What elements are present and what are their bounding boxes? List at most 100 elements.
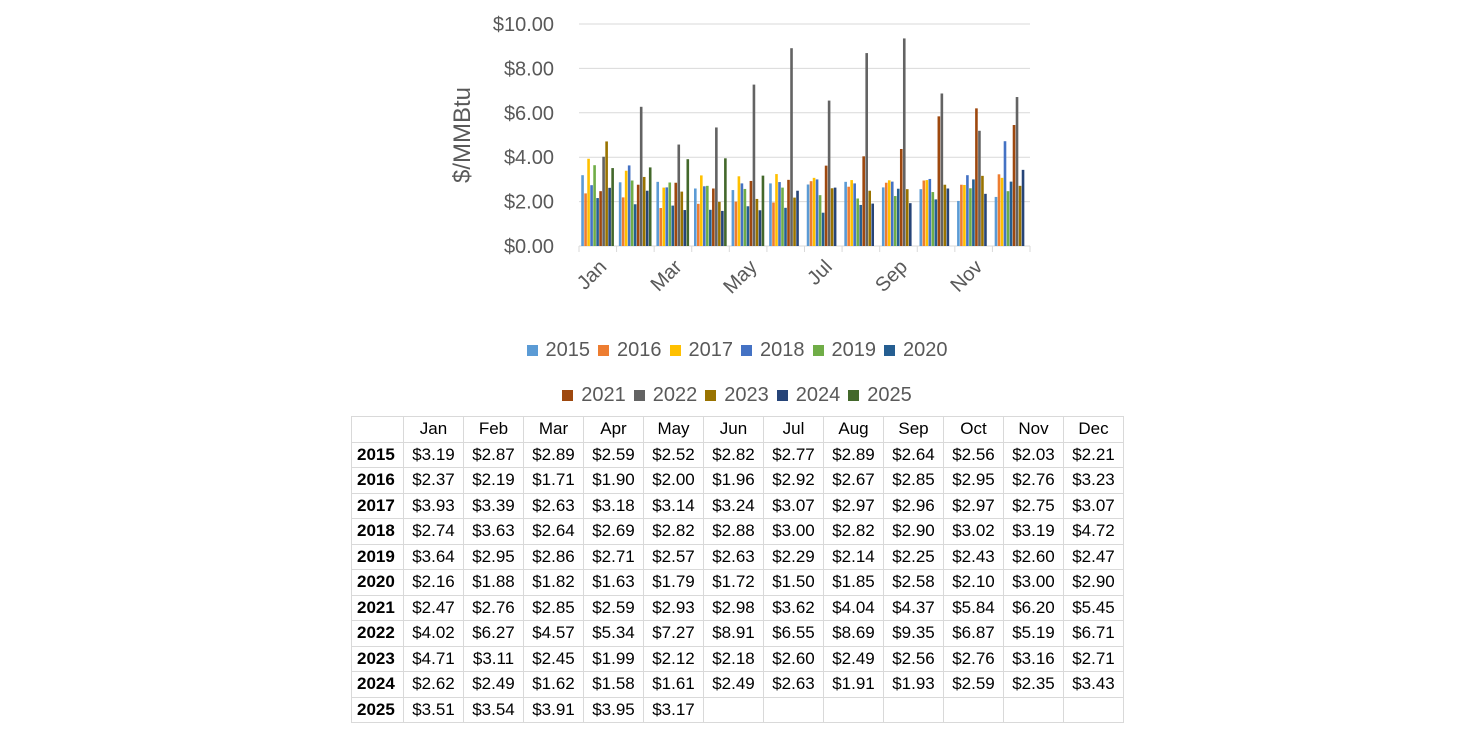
bar-2019-oct: [931, 192, 935, 246]
bar-2016-mar: [659, 208, 663, 246]
bar-2017-jun: [775, 174, 778, 246]
column-header-may: May: [643, 416, 704, 443]
bar-2022-oct: [940, 93, 944, 247]
table-cell: $2.90: [883, 518, 944, 545]
bar-2017-aug: [850, 180, 853, 246]
table-row: 2023 $4.71 $3.11 $2.45 $1.99 $2.12 $2.18 $2.60 $…: [351, 645, 1124, 672]
table-cell: $3.39: [463, 492, 524, 519]
table-cell: $2.82: [823, 518, 884, 545]
legend-label: 2016: [617, 339, 662, 361]
table-cell: $2.85: [523, 594, 584, 621]
legend-item-2024: 2024: [776, 384, 840, 407]
bar-2022-apr: [715, 127, 718, 246]
table-cell: $2.63: [523, 492, 584, 519]
legend-item-2015: 2015: [526, 339, 590, 362]
y-tick-label: $8.00: [504, 58, 554, 80]
bar-2021-mar: [674, 182, 678, 246]
bar-2017-sep: [887, 180, 891, 246]
table-cell: $3.07: [1063, 492, 1124, 519]
legend-swatch: [705, 390, 717, 401]
row-header-2018: 2018: [351, 518, 404, 545]
table-cell: $4.57: [523, 620, 584, 647]
table-cell: $2.45: [523, 645, 584, 672]
bar-2022-nov: [978, 130, 981, 246]
bar-2015-jul: [806, 184, 810, 246]
table-cell: $2.37: [403, 467, 464, 494]
bar-2016-jun: [772, 202, 775, 246]
table-cell: $2.77: [763, 441, 824, 468]
bar-2024-aug: [871, 203, 875, 246]
table-cell: $1.79: [643, 569, 704, 596]
table-cell: $2.62: [403, 671, 464, 698]
table-cell: $2.29: [763, 543, 824, 570]
bar-2023-mar: [680, 191, 684, 246]
bar-2021-feb: [636, 184, 640, 246]
table-cell: [1003, 696, 1064, 723]
legend-label: 2017: [688, 339, 734, 361]
legend-label: 2020: [903, 339, 948, 361]
bar-2023-oct: [943, 184, 947, 246]
table-cell: $3.07: [763, 492, 824, 519]
y-tick-label: $0.00: [504, 236, 554, 258]
table-cell: $2.97: [823, 492, 884, 519]
column-header-mar: Mar: [523, 416, 584, 443]
legend-label: 2025: [867, 384, 912, 406]
legend-label: 2019: [831, 339, 877, 361]
table-cell: $6.55: [763, 620, 824, 647]
legend-swatch: [812, 345, 824, 356]
y-tick-label: $4.00: [504, 147, 554, 169]
table-cell: $2.92: [763, 467, 824, 494]
bar-2025-mar: [686, 159, 690, 246]
bar-2022-mar: [677, 144, 681, 246]
bar-2015-jan: [581, 175, 584, 246]
table-cell: $2.97: [943, 492, 1004, 519]
table-cell: $2.93: [643, 594, 704, 621]
y-axis-label: $/MMBtu: [449, 87, 476, 183]
bar-2017-jul: [812, 177, 816, 246]
table-cell: $7.27: [643, 620, 704, 647]
bar-2023-jan: [605, 141, 608, 246]
table-cell: $2.56: [883, 645, 944, 672]
table-cell: $3.11: [463, 645, 524, 672]
bar-2020-dec: [1009, 181, 1013, 246]
legend-item-2017: 2017: [669, 339, 734, 362]
legend-label: 2023: [724, 384, 769, 406]
bar-2020-aug: [859, 204, 862, 246]
x-tick-label-nov: Nov: [946, 256, 987, 297]
legend-swatch: [669, 345, 681, 356]
bar-2022-aug: [865, 53, 868, 246]
bar-2021-aug: [862, 156, 865, 246]
table-cell: $2.43: [943, 543, 1004, 570]
bar-2023-jun: [793, 197, 796, 246]
legend-swatch: [776, 390, 788, 401]
bar-2021-oct: [937, 116, 941, 247]
table-cell: $2.14: [823, 543, 884, 570]
bar-2019-may: [743, 188, 747, 246]
bar-2018-may: [740, 183, 744, 246]
bar-2015-jun: [769, 183, 772, 246]
table-cell: $1.72: [703, 569, 764, 596]
bar-2018-feb: [627, 165, 631, 246]
bar-2015-nov: [957, 200, 960, 246]
table-row: 2021 $2.47 $2.76 $2.85 $2.59 $2.93 $2.98 $3.62 $…: [351, 594, 1124, 621]
y-tick-label: $10.00: [493, 14, 554, 36]
table-cell: $4.71: [403, 645, 464, 672]
table-cell: $6.87: [943, 620, 1004, 647]
column-header-nov: Nov: [1003, 416, 1064, 443]
table-row: 2018 $2.74 $3.63 $2.64 $2.69 $2.82 $2.88 $3.00 $…: [351, 518, 1124, 545]
row-header-2020: 2020: [351, 569, 404, 596]
table-cell: $1.93: [883, 671, 944, 698]
legend-swatch: [848, 390, 860, 401]
table-cell: $2.16: [403, 569, 464, 596]
bar-2019-sep: [893, 196, 897, 246]
table-cell: $2.88: [703, 518, 764, 545]
table-cell: $2.95: [463, 543, 524, 570]
bar-2018-nov: [966, 175, 969, 246]
table-cell: $3.17: [643, 696, 704, 723]
table-corner-cell: [351, 416, 404, 443]
bar-2023-aug: [868, 190, 871, 246]
table-row: 2016 $2.37 $2.19 $1.71 $1.90 $2.00 $1.96 $2.92 $…: [351, 467, 1124, 494]
table-cell: $2.63: [763, 671, 824, 698]
table-cell: $1.62: [523, 671, 584, 698]
table-cell: $3.19: [1003, 518, 1064, 545]
